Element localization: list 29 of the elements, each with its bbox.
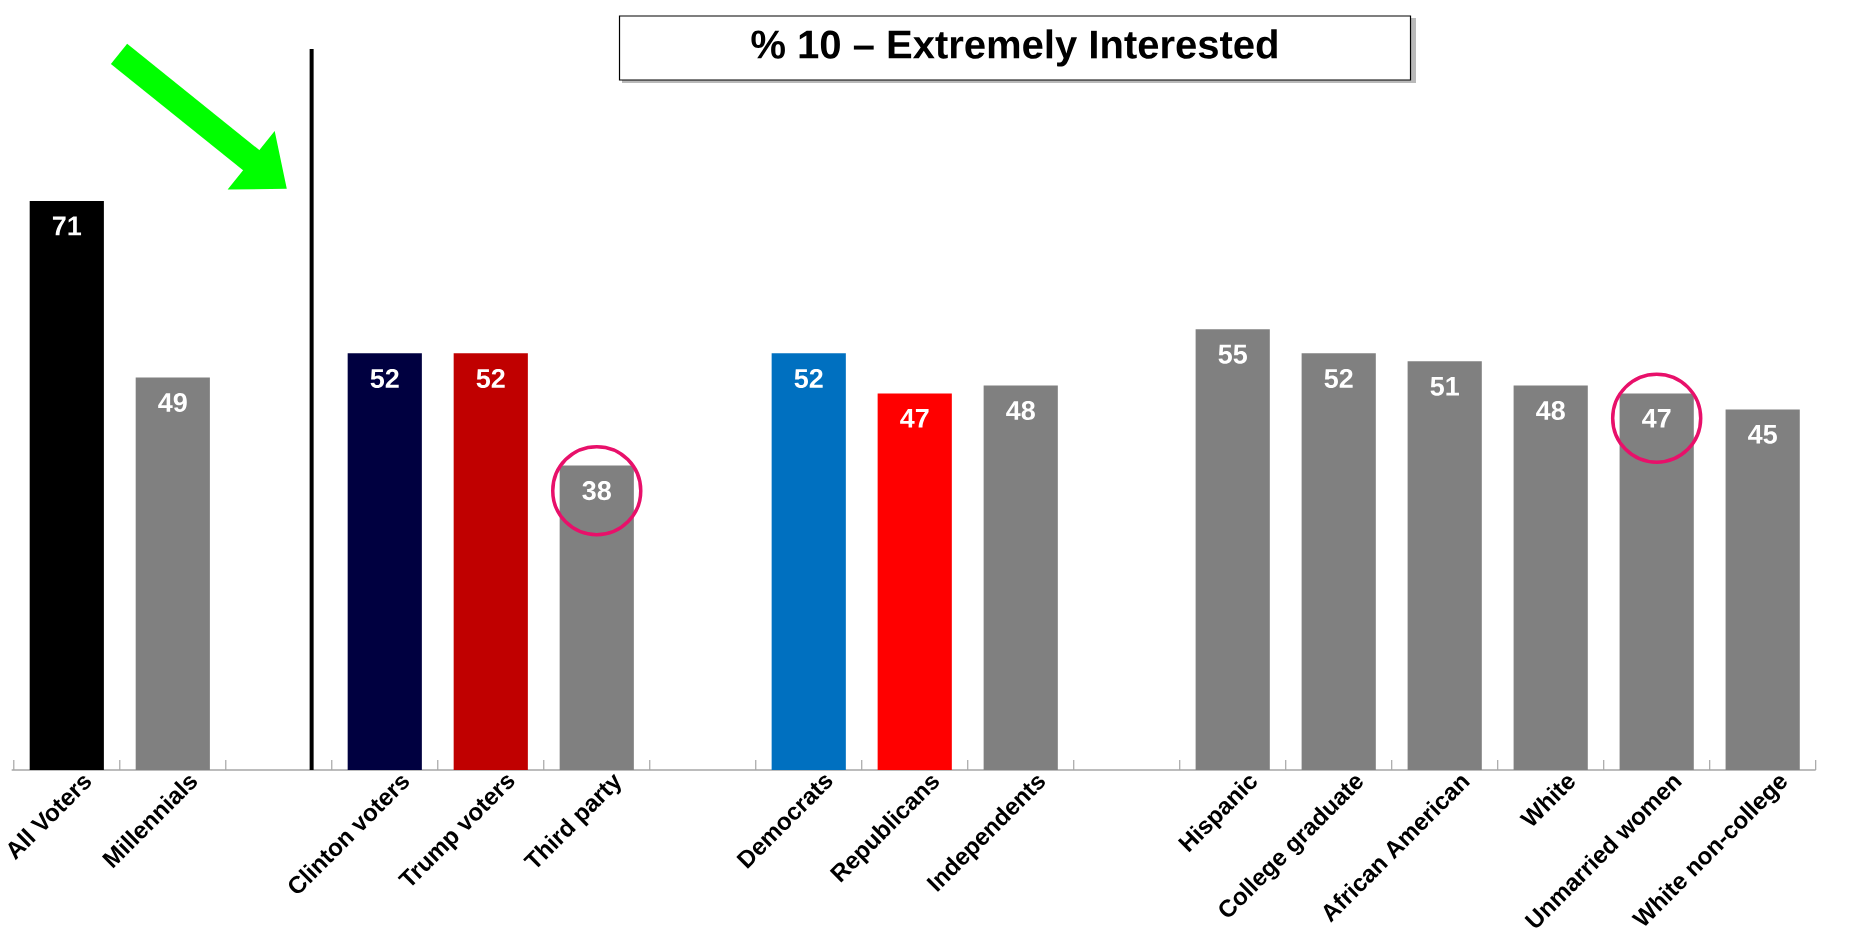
data-label: 52 — [1324, 368, 1353, 388]
data-label: 48 — [1536, 400, 1565, 421]
bar — [347, 353, 422, 771]
data-label: 52 — [370, 368, 399, 388]
data-label: 71 — [52, 216, 82, 236]
data-label: 52 — [794, 368, 823, 388]
data-label: 38 — [582, 481, 611, 501]
bar — [1619, 393, 1694, 771]
bar — [771, 353, 846, 771]
data-label: 49 — [158, 392, 187, 413]
bar — [983, 385, 1058, 771]
data-label: 52 — [476, 368, 505, 388]
chart-title: % 10 – Extremely Interested — [751, 29, 1277, 67]
bar — [1407, 361, 1482, 771]
bar — [1195, 329, 1270, 771]
bar — [877, 393, 952, 771]
bar — [1301, 353, 1376, 771]
bar — [559, 465, 634, 771]
data-label: 48 — [1006, 400, 1035, 421]
bar — [135, 377, 210, 771]
data-label: 51 — [1430, 376, 1459, 396]
data-label: 47 — [900, 408, 929, 428]
bar — [453, 353, 528, 771]
bar — [1725, 409, 1800, 771]
bar — [1513, 385, 1588, 771]
bar — [29, 201, 104, 771]
data-label: 47 — [1642, 408, 1671, 428]
data-label: 55 — [1218, 344, 1247, 364]
data-label: 45 — [1748, 424, 1777, 444]
